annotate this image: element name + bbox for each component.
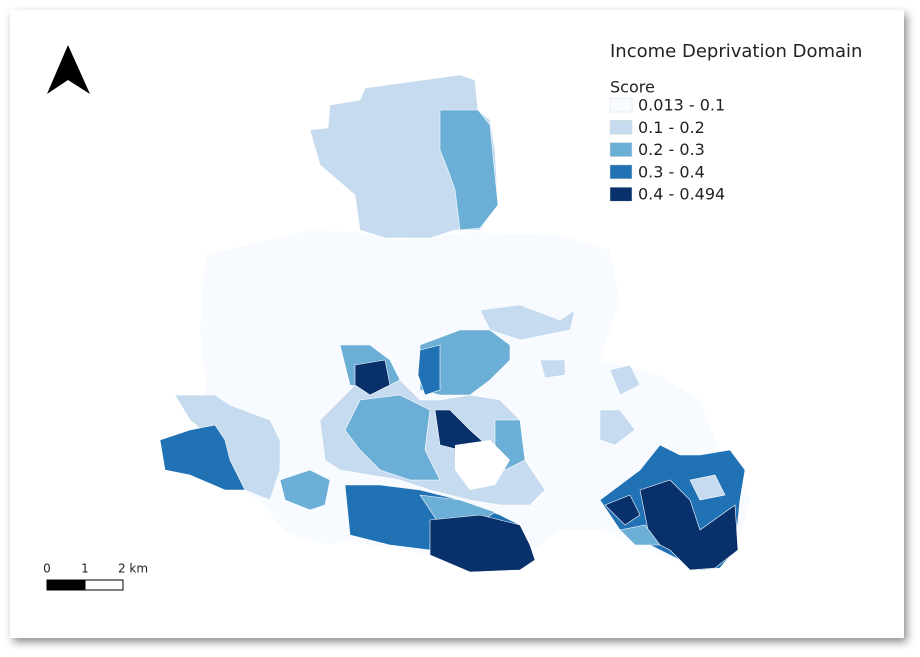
area (429, 514, 536, 573)
area (539, 359, 566, 379)
legend-swatch (609, 186, 633, 202)
legend-subtitle: Score (610, 78, 655, 97)
legend-label: 0.013 - 0.1 (638, 96, 725, 115)
area (417, 344, 441, 396)
legend-swatch (609, 97, 633, 113)
choropleth (159, 74, 751, 573)
legend-title: Income Deprivation Domain (610, 41, 862, 62)
legend-swatch (609, 164, 633, 180)
legend-label: 0.1 - 0.2 (638, 118, 705, 137)
area (344, 394, 441, 481)
area (599, 409, 636, 446)
legend-label: 0.2 - 0.3 (638, 140, 705, 159)
legend-label: 0.4 - 0.494 (638, 185, 725, 204)
area (609, 364, 641, 396)
area (479, 304, 576, 341)
area (439, 109, 499, 231)
area (279, 469, 331, 511)
scale-bar-segment (84, 579, 124, 591)
legend-label: 0.3 - 0.4 (638, 162, 705, 181)
north-arrow (47, 45, 90, 94)
scale-label: 0 (43, 562, 51, 576)
area (619, 524, 661, 546)
area (159, 424, 246, 491)
area (604, 494, 641, 526)
scale-label: 2 km (118, 562, 148, 576)
area (639, 479, 739, 571)
legend-swatch (609, 142, 633, 157)
area (689, 474, 726, 501)
legend-swatch (609, 120, 633, 135)
legend: 0.013 - 0.1 0.1 - 0.2 0.2 - 0.3 0.3 - 0.4 0.… (609, 96, 725, 204)
scale-bar-segment (46, 579, 86, 591)
scale-label: 1 (81, 562, 89, 576)
hole (455, 440, 510, 490)
area (354, 359, 391, 396)
